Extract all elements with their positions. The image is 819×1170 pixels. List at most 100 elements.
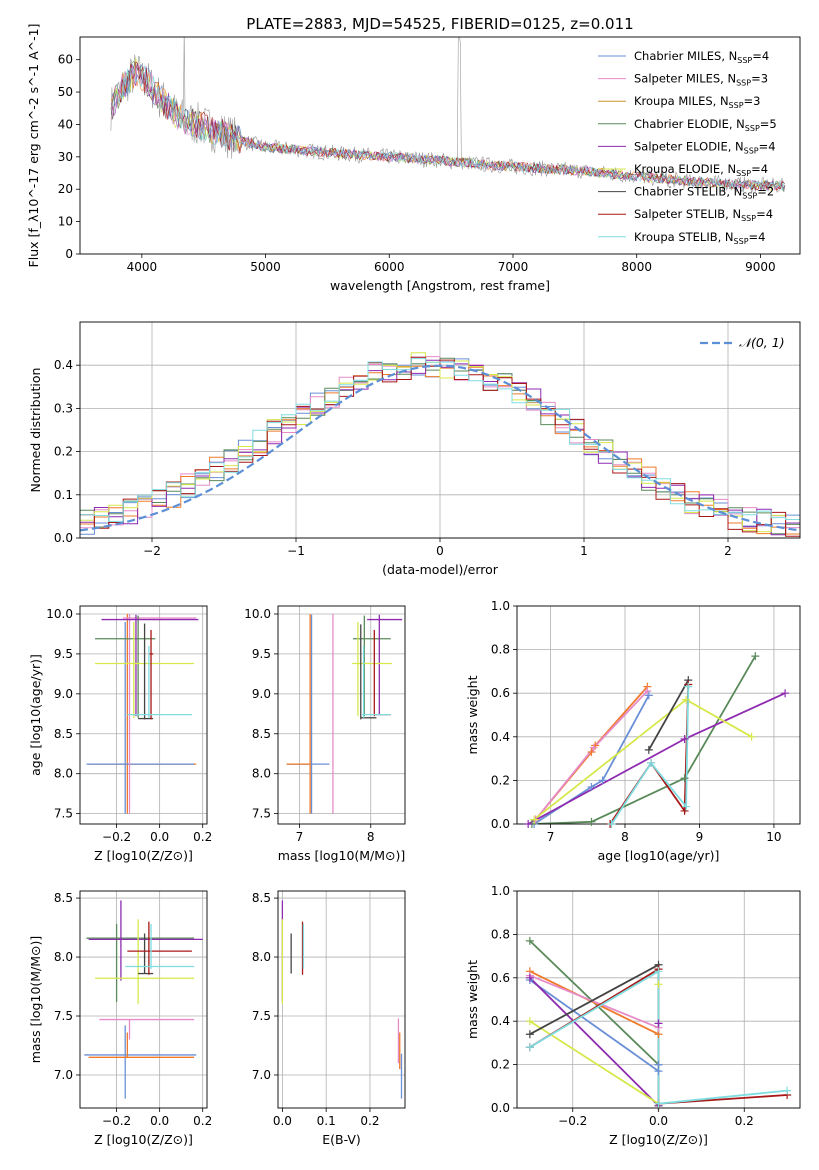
legend-name: Kroupa MILES, N [634, 94, 729, 108]
x-tick-label: 8000 [621, 260, 652, 274]
x-axis-label: wavelength [Angstrom, rest frame] [330, 278, 550, 293]
x-tick-label: 0.0 [150, 1114, 169, 1128]
mass-weight-line [527, 692, 786, 824]
legend-value: =3 [744, 94, 761, 108]
data-point-marker [654, 980, 663, 989]
data-point-marker [525, 1030, 534, 1039]
mass-weight-line [609, 684, 690, 824]
y-tick-label: 7.5 [54, 1009, 73, 1023]
data-point-marker [643, 687, 652, 696]
y-axis-label: Flux [f_λ10^-17 erg cm^-2 s^-1 A^-1] [26, 24, 41, 268]
y-tick-label: 40 [58, 117, 73, 131]
legend-label: Salpeter MILES, NSSP=3 [634, 72, 768, 88]
y-axis-label: mass [log10(M/M⊙)] [28, 936, 43, 1064]
mass-weight-line [648, 679, 690, 751]
plot-area [286, 613, 403, 814]
x-tick-label: −0.2 [558, 1114, 587, 1128]
y-axis-label: Normed distribution [28, 368, 43, 493]
x-tick-label: 1 [580, 544, 588, 558]
mass-weight-line [529, 974, 659, 1029]
y-tick-label: 8.0 [252, 950, 271, 964]
legend-label: Chabrier STELIB, NSSP=2 [634, 185, 774, 201]
y-tick-label: 0.0 [54, 531, 73, 545]
x-tick-label: 6000 [374, 260, 405, 274]
data-point-marker [654, 1099, 663, 1108]
plot-area [527, 655, 786, 824]
y-tick-label: 0.2 [491, 1058, 510, 1072]
y-tick-label: 0.3 [54, 401, 73, 415]
data-point-marker [680, 734, 689, 743]
x-axis-label: mass [log10(M/M⊙)] [278, 848, 406, 863]
legend-name: Chabrier MILES, N [634, 49, 737, 63]
legend-sub: SSP [741, 214, 756, 223]
data-point-marker [680, 806, 689, 815]
data-point-marker [647, 758, 656, 767]
spectrum-model-line [111, 61, 785, 192]
data-point-marker [654, 967, 663, 976]
y-tick-label: 7.5 [54, 807, 73, 821]
data-point-marker [524, 820, 533, 828]
y-tick-label: 0.8 [491, 927, 510, 941]
x-axis-label: (data-model)/error [382, 562, 499, 577]
x-tick-label: 9000 [745, 260, 776, 274]
y-tick-label: 8.5 [54, 727, 73, 741]
data-point-marker [607, 820, 616, 828]
axes-frame [79, 36, 801, 255]
legend-sub: SSP [745, 124, 760, 133]
data-point-marker [654, 1019, 663, 1028]
y-tick-label: 10.0 [244, 607, 271, 621]
x-tick-label: 0.0 [273, 1114, 292, 1128]
data-point-marker [644, 691, 653, 700]
mass-weight-line [533, 698, 753, 821]
legend-value: =4 [751, 162, 768, 176]
y-tick-label: 10 [58, 215, 73, 229]
y-tick-label: 8.0 [54, 950, 73, 964]
legend-name: Salpeter ELODIE, N [634, 139, 744, 153]
y-tick-label: 9.5 [54, 647, 73, 661]
x-tick-label: 10 [766, 830, 781, 844]
y-tick-label: 8.0 [252, 767, 271, 781]
x-tick-label: 2 [724, 544, 732, 558]
y-axis-label: mass weight [465, 960, 480, 1039]
y-tick-label: 7.5 [252, 807, 271, 821]
axes-frame [79, 890, 208, 1109]
legend-name: Salpeter MILES, N [634, 72, 736, 86]
data-point-marker [598, 776, 607, 785]
mass-weight-line [529, 977, 660, 1108]
y-tick-label: 0.4 [54, 358, 73, 372]
y-tick-label: 0.4 [491, 730, 510, 744]
y-tick-label: 0.2 [54, 445, 73, 459]
y-tick-label: 0.4 [491, 1014, 510, 1028]
y-tick-label: 9.0 [252, 687, 271, 701]
legend-name: Kroupa STELIB, N [634, 230, 734, 244]
y-tick-label: 1.0 [491, 599, 510, 613]
y-axis-label: mass weight [465, 675, 480, 754]
panel-mass-weight-vs-age: 7 8 9 10 0.0 0.2 0.4 0.6 0.8 1.0 age [log10(age/yr… [465, 599, 801, 863]
data-point-marker [587, 748, 596, 757]
y-tick-label: 8.5 [252, 727, 271, 741]
legend-label: Kroupa STELIB, NSSP=4 [634, 230, 765, 246]
x-tick-label: 7000 [498, 260, 529, 274]
y-tick-label: 7.0 [252, 1068, 271, 1082]
x-tick-label: 9 [696, 830, 704, 844]
legend-value: =5 [760, 117, 777, 131]
x-axis-label: Z [log10(Z/Z⊙)] [94, 848, 193, 863]
normal-curve [80, 364, 800, 532]
data-point-marker [525, 936, 534, 945]
axes-frame [79, 321, 801, 539]
legend-sub: SSP [729, 101, 744, 110]
axes-frame [516, 605, 801, 825]
y-tick-label: 0.2 [491, 773, 510, 787]
data-point-marker [680, 774, 689, 783]
x-tick-label: −2 [143, 544, 161, 558]
x-tick-label: 0.2 [193, 830, 212, 844]
y-tick-label: 9.5 [252, 647, 271, 661]
histogram-step [80, 352, 800, 533]
x-tick-label: 0.0 [150, 830, 169, 844]
axes-frame [277, 890, 406, 1109]
spectrum-model-line [111, 65, 785, 192]
legend-sub: SSP [736, 79, 751, 88]
y-tick-label: 0.0 [491, 1101, 510, 1115]
x-tick-label: −1 [287, 544, 305, 558]
